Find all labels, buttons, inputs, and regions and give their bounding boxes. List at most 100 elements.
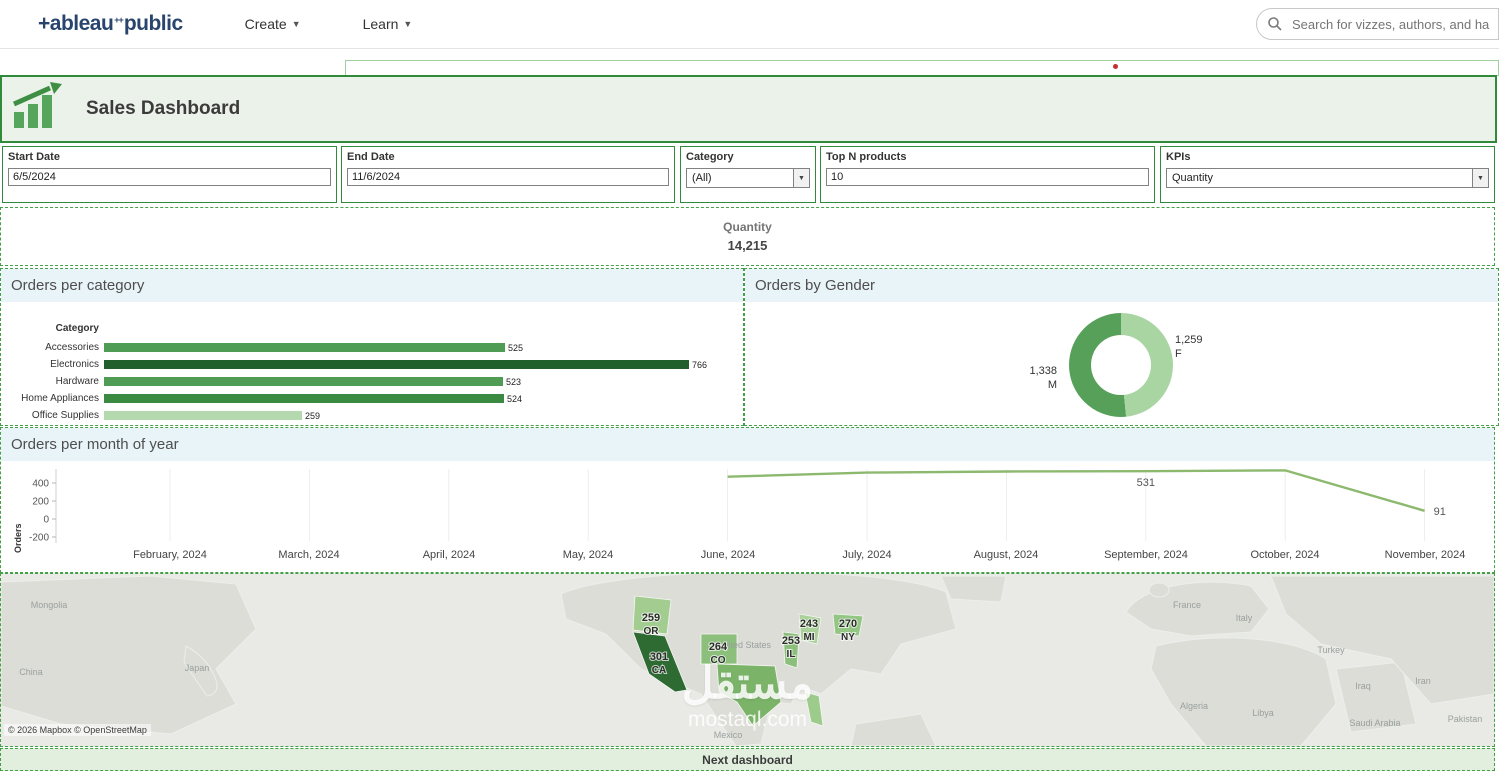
bar-row: Office Supplies 259 [1, 407, 737, 424]
kpi-selected-value: Quantity [1172, 172, 1213, 184]
next-dashboard-button[interactable]: Next dashboard [0, 748, 1495, 771]
filter-end-date: End Date [341, 146, 675, 203]
donut-hole [1091, 335, 1151, 395]
x-tick-label: October, 2024 [1250, 549, 1320, 561]
world-map[interactable]: Mongolia China Japan United States Mexico Fra… [1, 574, 1494, 746]
kpi-band: Quantity 14,215 [0, 207, 1495, 266]
state-CA[interactable] [632, 631, 688, 693]
line-chart-svg: 400 200 0 -200 531 91 [29, 469, 1446, 544]
line-chart-area[interactable]: Orders 400 200 0 -200 531 91 February, 2024 Ma… [1, 461, 1494, 572]
category-select[interactable]: (All) ▼ [686, 168, 810, 188]
start-date-input[interactable] [8, 168, 331, 186]
bar-value-label: 523 [506, 376, 522, 387]
logo-plus-cluster-icon: ++ [114, 15, 123, 25]
svg-text:531: 531 [1137, 477, 1155, 489]
state-value-label: 301 [650, 651, 668, 663]
top-n-input[interactable] [826, 168, 1149, 186]
bar-value-label: 524 [507, 393, 523, 404]
x-tick-label: November, 2024 [1384, 549, 1466, 561]
country-label: Iraq [1355, 681, 1371, 691]
learn-menu-label: Learn [362, 16, 399, 32]
end-date-input[interactable] [347, 168, 669, 186]
svg-text:0: 0 [43, 515, 49, 526]
state-value-label: 264 [709, 641, 728, 653]
filter-label: KPIs [1166, 151, 1191, 163]
chevron-down-icon[interactable]: ▼ [1472, 169, 1488, 187]
state-MI[interactable] [798, 613, 822, 645]
logo-text: ableau [49, 12, 114, 35]
create-menu[interactable]: Create ▼ [245, 16, 301, 32]
bar-mark[interactable] [104, 377, 503, 386]
sales-chart-icon [10, 81, 66, 137]
filter-label: Start Date [8, 151, 60, 163]
bar-category-label: Accessories [45, 342, 99, 353]
dashboard-header: Sales Dashboard [0, 75, 1497, 143]
bar-mark[interactable] [104, 411, 302, 420]
donut-chart[interactable] [1069, 313, 1173, 417]
state-value-label: 259 [642, 612, 660, 624]
x-tick-label: February, 2024 [133, 549, 207, 561]
state-TX[interactable] [716, 663, 782, 727]
search-box[interactable] [1256, 8, 1499, 40]
country-label: Pakistan [1448, 714, 1483, 724]
x-tick-label: May, 2024 [562, 549, 614, 561]
state-value-label: 243 [800, 618, 818, 630]
bar-value-label: 525 [508, 342, 524, 353]
panel-sales-map: Mongolia China Japan United States Mexico Fra… [0, 573, 1495, 747]
state-FL[interactable] [804, 691, 824, 727]
male-value: 1,338 [1029, 365, 1057, 377]
panel-title: Orders by Gender [745, 269, 1498, 302]
chevron-down-icon[interactable]: ▼ [793, 169, 809, 187]
kpi-label: Quantity [723, 220, 772, 234]
x-tick-label: July, 2024 [842, 549, 892, 561]
next-dashboard-label: Next dashboard [702, 752, 793, 767]
country-labels: Mongolia China Japan United States Mexico Fra… [19, 600, 1482, 740]
x-tick-label: March, 2024 [278, 549, 340, 561]
learn-menu[interactable]: Learn ▼ [363, 16, 413, 32]
state-value-label: 270 [839, 618, 857, 630]
country-label: Algeria [1180, 701, 1208, 711]
panel-title: Orders per month of year [1, 428, 1494, 461]
search-input[interactable] [1290, 15, 1498, 33]
create-menu-label: Create [244, 16, 287, 32]
tableau-public-logo[interactable]: + ableau ++ public [38, 12, 183, 36]
kpi-value: 14,215 [727, 238, 768, 253]
state-labels: 259 OR 301 CA 264 CO 253 IL 243 MI 270 NY [641, 611, 858, 677]
bar-mark[interactable] [104, 394, 504, 403]
country-label: Turkey [1317, 645, 1345, 655]
country-label: Libya [1252, 708, 1274, 718]
panel-title: Orders per category [1, 269, 743, 302]
bar-mark[interactable] [104, 360, 689, 369]
landmasses [1, 574, 1494, 746]
top-nav: + ableau ++ public Create ▼ Learn ▼ [0, 0, 1499, 49]
bar-mark[interactable] [104, 343, 505, 352]
state-IL[interactable] [782, 631, 800, 669]
state-code-label: CA [652, 665, 666, 676]
viz-top-strip [345, 60, 1499, 76]
state-OR[interactable] [632, 595, 672, 635]
state-CO[interactable] [700, 633, 738, 665]
male-code: M [1047, 379, 1057, 391]
state-NY[interactable] [832, 613, 864, 637]
female-code: F [1175, 348, 1182, 360]
bar-value-label: 259 [305, 410, 321, 421]
bar-category-label: Office Supplies [31, 410, 99, 421]
bar-row: Hardware 523 [1, 373, 737, 390]
donut-label-male: 1,338 M [997, 364, 1057, 392]
bar-category-label: Hardware [55, 376, 99, 387]
search-icon [1268, 17, 1282, 31]
country-label: Mexico [714, 730, 743, 740]
map-attribution: © 2026 Mapbox © OpenStreetMap [4, 724, 151, 736]
bar-value-label: 766 [692, 359, 708, 370]
country-label: China [19, 667, 43, 677]
kpi-select[interactable]: Quantity ▼ [1166, 168, 1489, 188]
country-label: Italy [1236, 613, 1253, 623]
filter-top-n-products: Top N products [820, 146, 1155, 203]
country-label: Saudi Arabia [1349, 718, 1400, 728]
bar-row: Accessories 525 [1, 339, 737, 356]
logo-cross-icon: + [38, 12, 50, 35]
x-tick-label: September, 2024 [1104, 549, 1188, 561]
svg-text:200: 200 [32, 497, 49, 508]
svg-text:-200: -200 [29, 533, 49, 544]
bar-row: Electronics 766 [1, 356, 737, 373]
